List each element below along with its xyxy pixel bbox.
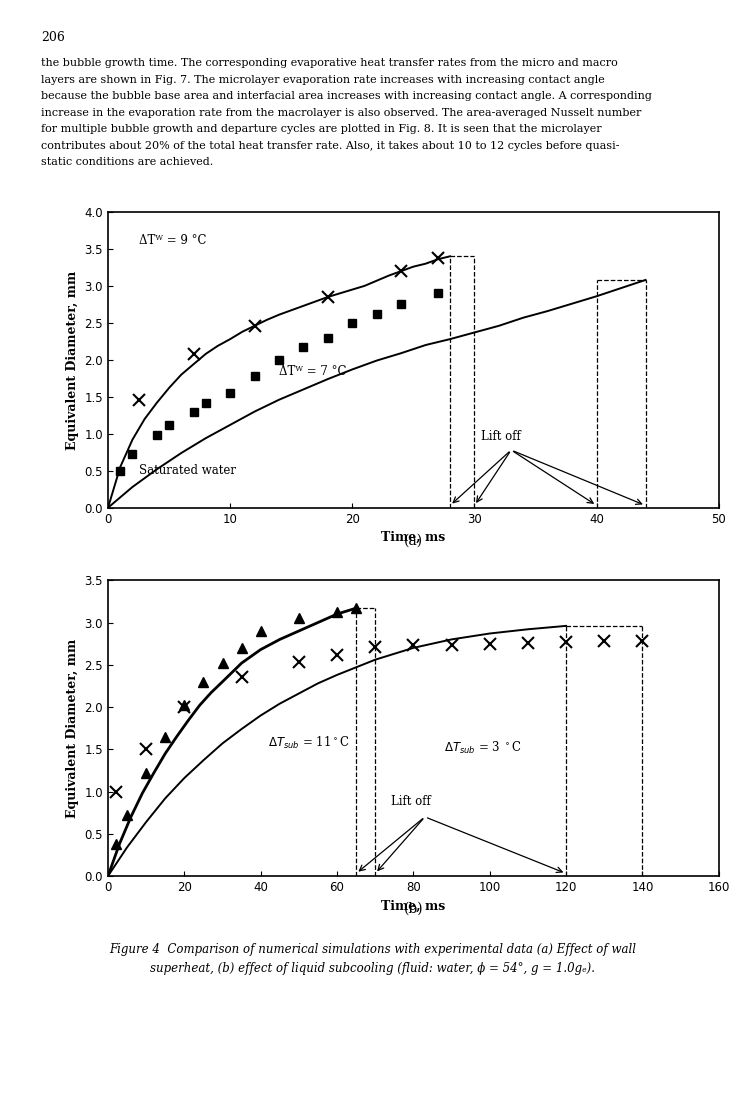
Text: because the bubble base area and interfacial area increases with increasing cont: because the bubble base area and interfa…: [41, 92, 651, 102]
Text: (b): (b): [403, 902, 423, 916]
X-axis label: Time, ms: Time, ms: [381, 531, 445, 545]
Text: 206: 206: [41, 31, 65, 45]
Text: Lift off: Lift off: [390, 795, 430, 808]
Text: Figure 4  Comparison of numerical simulations with experimental data (a) Effect : Figure 4 Comparison of numerical simulat…: [109, 943, 635, 956]
Text: Saturated water: Saturated water: [138, 464, 235, 477]
Text: $\Delta T_{sub}$ = 3 $^\circ$C: $\Delta T_{sub}$ = 3 $^\circ$C: [443, 740, 522, 756]
Text: Lift off: Lift off: [480, 430, 520, 443]
X-axis label: Time, ms: Time, ms: [381, 899, 445, 913]
Text: superheat, (b) effect of liquid subcooling (fluid: water, ϕ = 54°, g = 1.0gₑ).: superheat, (b) effect of liquid subcooli…: [150, 962, 594, 975]
Text: ΔTᵂ = 7 °C: ΔTᵂ = 7 °C: [279, 365, 346, 378]
Text: the bubble growth time. The corresponding evaporative heat transfer rates from t: the bubble growth time. The correspondin…: [41, 58, 617, 68]
Text: layers are shown in Fig. 7. The microlayer evaporation rate increases with incre: layers are shown in Fig. 7. The microlay…: [41, 75, 604, 85]
Text: for multiple bubble growth and departure cycles are plotted in Fig. 8. It is see: for multiple bubble growth and departure…: [41, 124, 601, 134]
Y-axis label: Equivalent Diameter, mm: Equivalent Diameter, mm: [66, 270, 79, 450]
Text: ΔTᵂ = 9 °C: ΔTᵂ = 9 °C: [138, 233, 206, 247]
Text: static conditions are achieved.: static conditions are achieved.: [41, 157, 213, 167]
Text: (a): (a): [403, 533, 423, 548]
Text: contributes about 20% of the total heat transfer rate. Also, it takes about 10 t: contributes about 20% of the total heat …: [41, 141, 619, 151]
Text: increase in the evaporation rate from the macrolayer is also observed. The area-: increase in the evaporation rate from th…: [41, 107, 641, 117]
Y-axis label: Equivalent Diameter, mm: Equivalent Diameter, mm: [66, 638, 79, 818]
Text: $\Delta T_{sub}$ = 11$^\circ$C: $\Delta T_{sub}$ = 11$^\circ$C: [268, 735, 350, 751]
